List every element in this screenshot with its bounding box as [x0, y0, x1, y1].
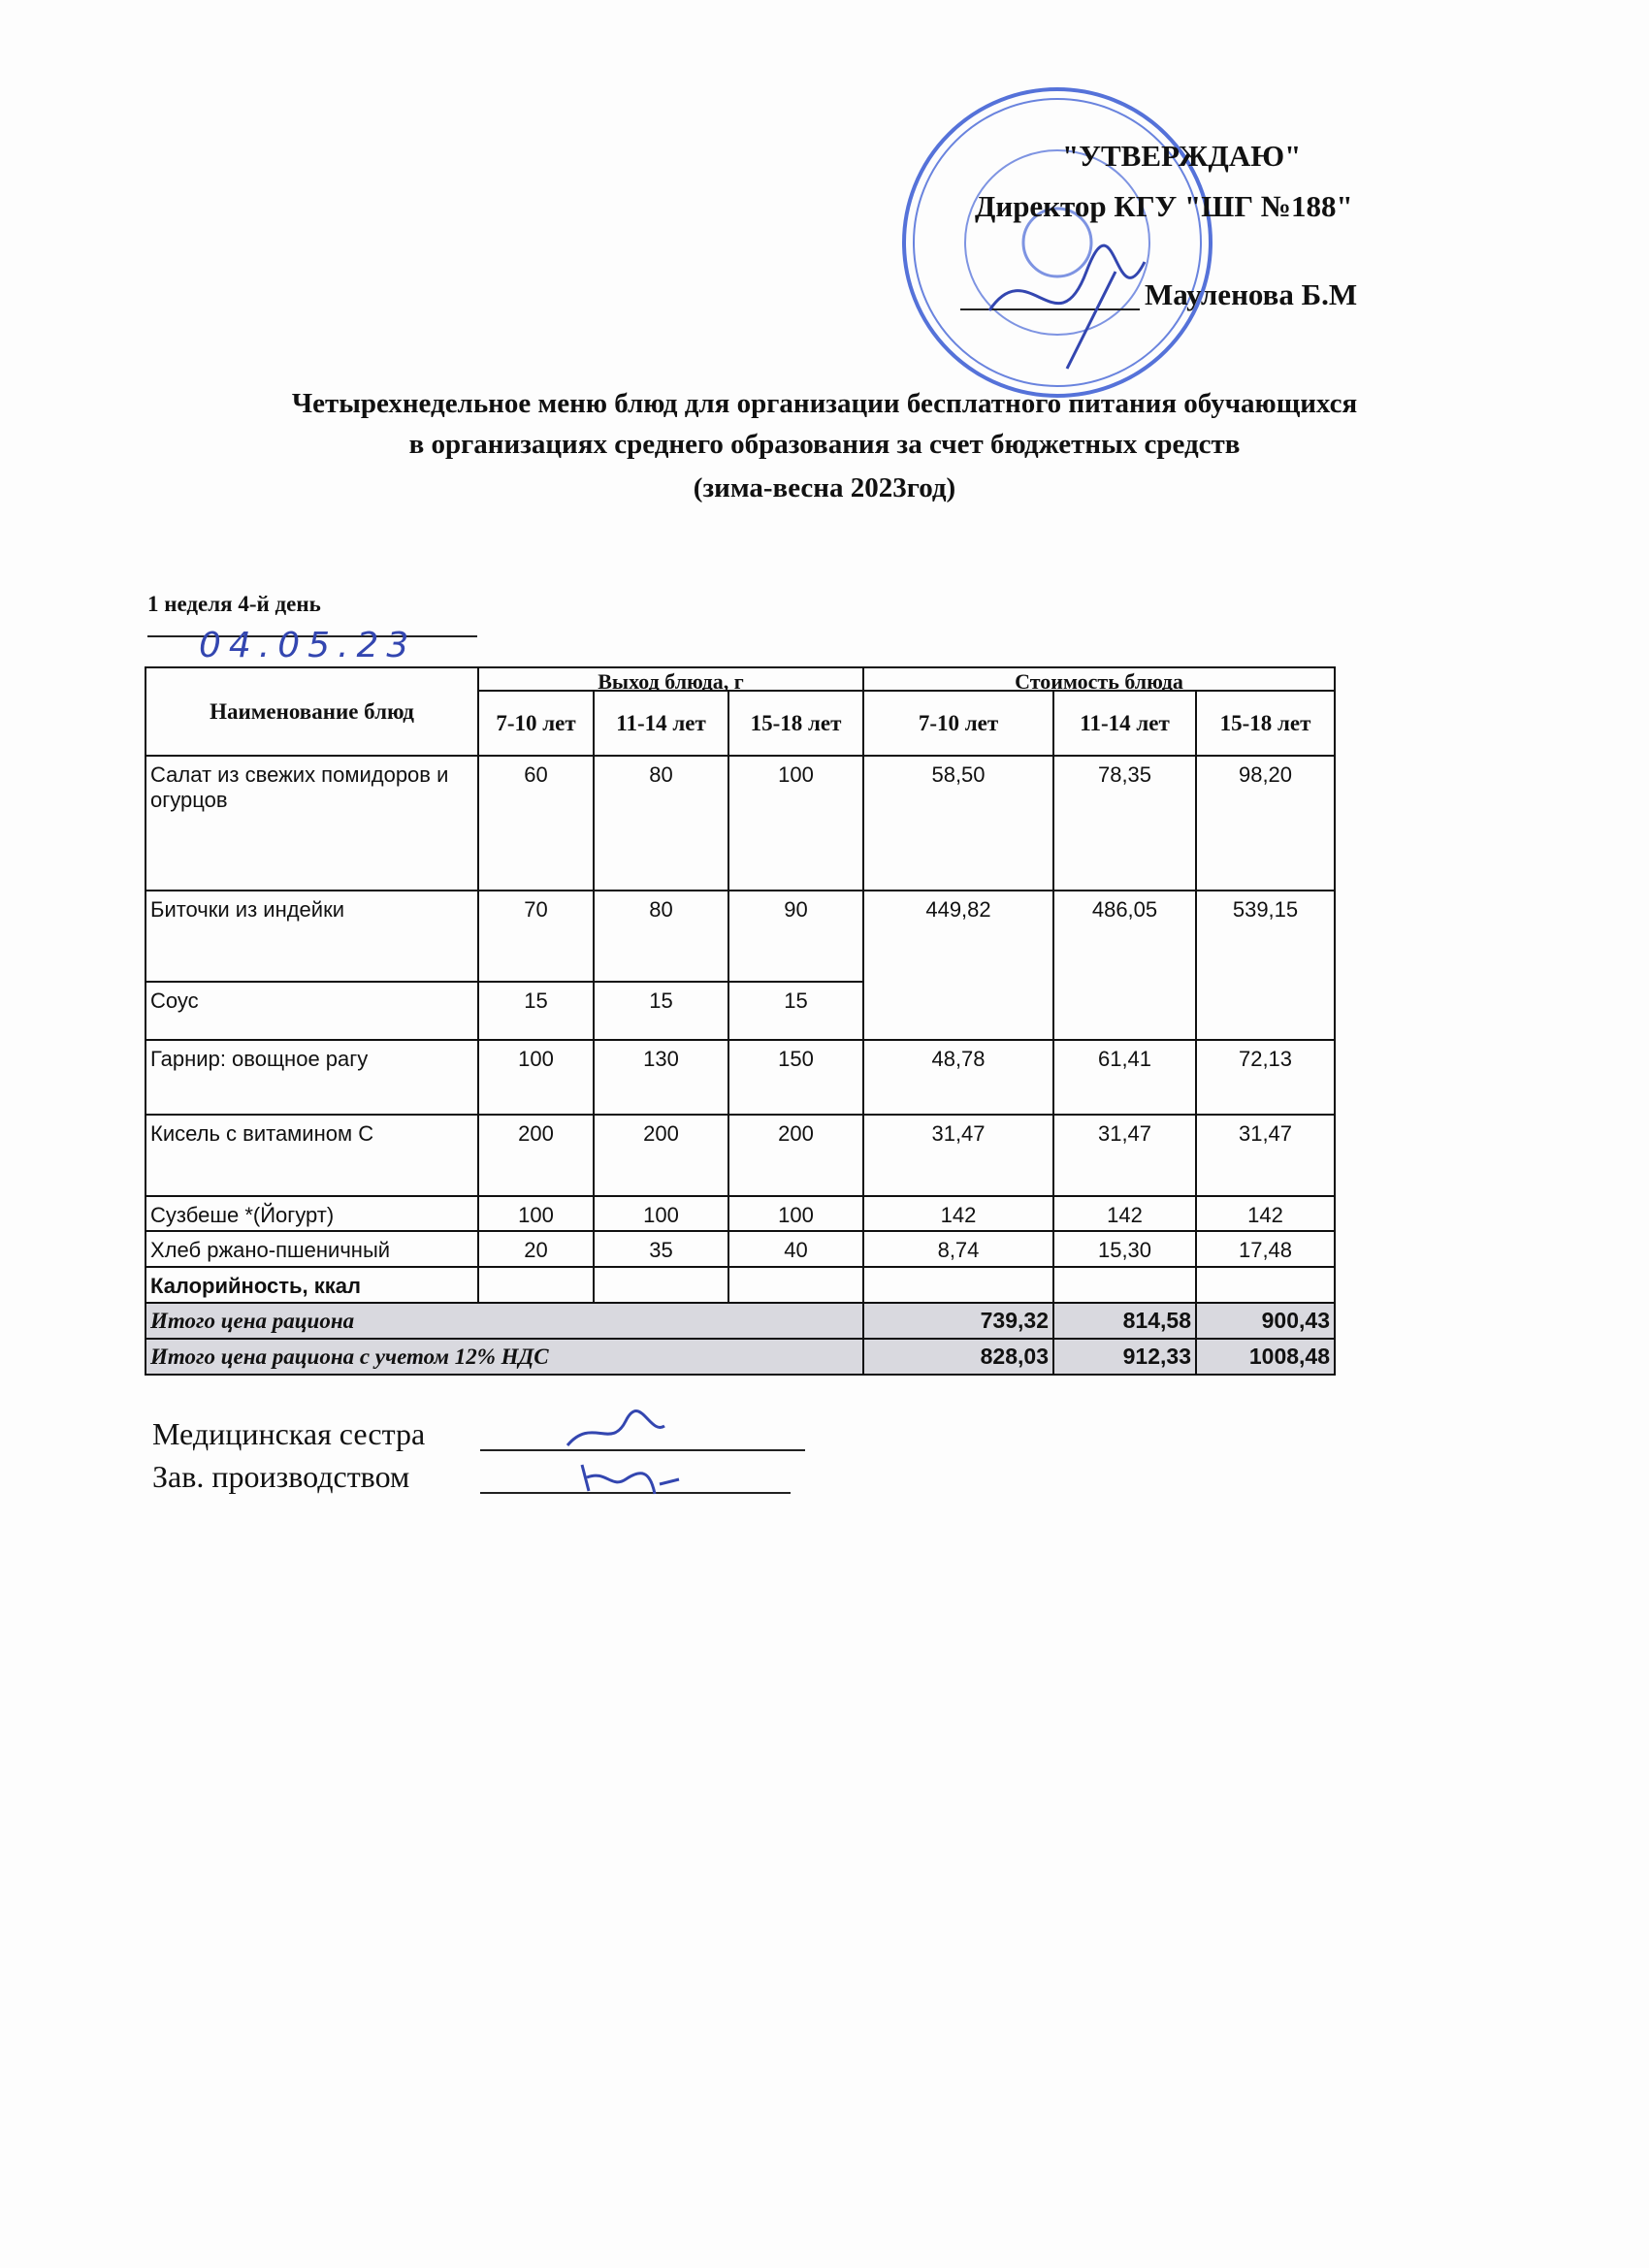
title-line-3: (зима-весна 2023год) [693, 472, 956, 503]
dish-name: Гарнир: овощное рагу [145, 1039, 479, 1116]
yield-cell: 20 [477, 1230, 595, 1268]
table-row: Кисель с витамином С 200 200 200 31,47 31,47 3… [145, 1114, 1336, 1197]
table-row: Хлеб ржано-пшеничный 20 35 40 8,74 15,30 17,48 [145, 1230, 1336, 1268]
yield-cell: 40 [728, 1230, 864, 1268]
totals-value: 739,32 [862, 1302, 1054, 1340]
cost-cell: 61,41 [1052, 1039, 1197, 1116]
yield-cell: 100 [728, 755, 864, 891]
totals-row: Итого цена рациона 739,32 814,58 900,43 [145, 1302, 1336, 1340]
cost-cell: 142 [862, 1195, 1054, 1232]
header-cost: Стоимость блюда [862, 666, 1336, 692]
yield-cell: 80 [593, 890, 729, 983]
dish-name: Биточки из индейки [145, 890, 479, 983]
table-row: Биточки из индейки 70 80 90 449,82 486,05 539,… [145, 890, 1336, 1041]
header-age: 7-10 лет [862, 690, 1054, 757]
title-line-2: в организациях среднего образования за с… [408, 429, 1241, 460]
cost-cell [1052, 1266, 1197, 1304]
cost-cell: 449,82 [862, 890, 1054, 1041]
header-dish-name: Наименование блюд [145, 666, 479, 757]
manager-label: Зав. производством [152, 1459, 410, 1494]
cost-cell [862, 1266, 1054, 1304]
totals-label: Итого цена рациона [145, 1302, 864, 1340]
dish-name: Хлеб ржано-пшеничный [145, 1230, 479, 1268]
cost-cell: 58,50 [862, 755, 1054, 891]
cost-cell: 98,20 [1195, 755, 1336, 891]
yield-cell: 100 [593, 1195, 729, 1232]
approval-heading: "УТВЕРЖДАЮ" [1062, 139, 1302, 173]
header-age: 11-14 лет [1052, 690, 1197, 757]
cost-cell: 17,48 [1195, 1230, 1336, 1268]
yield-cell: 100 [477, 1039, 595, 1116]
cost-cell: 31,47 [862, 1114, 1054, 1197]
dish-name: Кисель с витамином С [145, 1114, 479, 1197]
dish-name: Соус [145, 981, 479, 1041]
cost-cell: 31,47 [1195, 1114, 1336, 1197]
header-age: 7-10 лет [477, 690, 595, 757]
yield-cell: 80 [593, 755, 729, 891]
cost-cell: 142 [1052, 1195, 1197, 1232]
dish-name: Калорийность, ккал [145, 1266, 479, 1304]
cost-cell: 539,15 [1195, 890, 1336, 1041]
director-signature [987, 243, 1147, 370]
cost-cell: 48,78 [862, 1039, 1054, 1116]
cost-cell: 486,05 [1052, 890, 1197, 1041]
yield-cell: 60 [477, 755, 595, 891]
cost-cell: 15,30 [1052, 1230, 1197, 1268]
cost-cell: 142 [1195, 1195, 1336, 1232]
table-row: Сузбеше *(Йогурт) 100 100 100 142 142 142 [145, 1195, 1336, 1232]
header-age: 11-14 лет [593, 690, 729, 757]
header-age: 15-18 лет [1195, 690, 1336, 757]
totals-value: 814,58 [1052, 1302, 1197, 1340]
nurse-label: Медицинская сестра [152, 1416, 426, 1451]
cost-cell: 78,35 [1052, 755, 1197, 891]
dish-name: Салат из свежих помидоров и огурцов [145, 755, 479, 891]
title-line-1: Четырехнедельное меню блюд для организац… [291, 388, 1358, 419]
official-stamp [902, 87, 1212, 398]
cost-cell: 31,47 [1052, 1114, 1197, 1197]
cost-cell: 8,74 [862, 1230, 1054, 1268]
day-label: 1 неделя 4-й день [147, 592, 321, 616]
yield-cell [477, 1266, 595, 1304]
yield-cell: 15 [728, 981, 864, 1041]
totals-label: Итого цена рациона с учетом 12% НДС [145, 1338, 864, 1376]
table-row: Гарнир: овощное рагу 100 130 150 48,78 61,41 7… [145, 1039, 1336, 1116]
table-row: Калорийность, ккал [145, 1266, 1336, 1304]
nurse-signature [566, 1409, 665, 1446]
yield-cell: 90 [728, 890, 864, 983]
totals-value: 912,33 [1052, 1338, 1197, 1376]
yield-cell: 200 [593, 1114, 729, 1197]
totals-value: 828,03 [862, 1338, 1054, 1376]
header-age: 15-18 лет [728, 690, 864, 757]
totals-value: 900,43 [1195, 1302, 1336, 1340]
totals-value: 1008,48 [1195, 1338, 1336, 1376]
manager-signature [580, 1464, 680, 1495]
yield-cell: 200 [477, 1114, 595, 1197]
dish-name: Сузбеше *(Йогурт) [145, 1195, 479, 1232]
menu-table: Наименование блюд Выход блюда, г Стоимос… [145, 666, 1336, 1376]
handwritten-date: 04.05.23 [199, 626, 417, 665]
table-row: Салат из свежих помидоров и огурцов 60 80 1… [145, 755, 1336, 891]
yield-cell: 35 [593, 1230, 729, 1268]
table-row: Соус 15 15 15 [145, 981, 1335, 1041]
approval-position: Директор КГУ "ШГ №188" [975, 189, 1353, 223]
yield-cell [593, 1266, 729, 1304]
yield-cell: 130 [593, 1039, 729, 1116]
yield-cell: 100 [728, 1195, 864, 1232]
yield-cell: 70 [477, 890, 595, 983]
yield-cell: 15 [477, 981, 595, 1041]
yield-cell: 150 [728, 1039, 864, 1116]
yield-cell: 15 [593, 981, 729, 1041]
cost-cell [1195, 1266, 1336, 1304]
header-yield: Выход блюда, г [477, 666, 864, 692]
yield-cell: 100 [477, 1195, 595, 1232]
yield-cell [728, 1266, 864, 1304]
yield-cell: 200 [728, 1114, 864, 1197]
cost-cell: 72,13 [1195, 1039, 1336, 1116]
totals-row: Итого цена рациона с учетом 12% НДС 828,0… [145, 1338, 1336, 1376]
approval-name: Мауленова Б.М [1145, 277, 1358, 311]
